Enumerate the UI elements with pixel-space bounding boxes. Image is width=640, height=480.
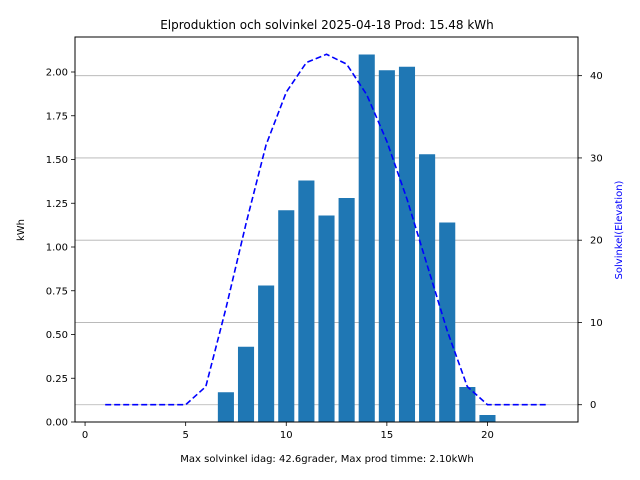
bar bbox=[237, 346, 255, 422]
y-tick-label: 0.75 bbox=[46, 286, 68, 297]
y2-tick-label: 10 bbox=[590, 318, 603, 329]
x-axis-label: Max solvinkel idag: 42.6grader, Max prod… bbox=[180, 454, 473, 465]
bar bbox=[419, 154, 436, 422]
bar-layer bbox=[217, 54, 496, 422]
y-tick-label: 1.75 bbox=[46, 111, 68, 122]
y2-tick-label: 20 bbox=[590, 236, 603, 247]
y-tick-label: 0.50 bbox=[46, 330, 68, 341]
bar bbox=[258, 285, 275, 422]
elevation-line bbox=[105, 53, 548, 406]
y2-tick-label: 30 bbox=[590, 153, 603, 164]
y-tick-label: 1.25 bbox=[46, 199, 68, 210]
line-layer bbox=[105, 53, 548, 406]
x-tick-label: 15 bbox=[380, 430, 393, 441]
bar bbox=[398, 66, 416, 422]
bar bbox=[298, 180, 315, 422]
x-tick-label: 20 bbox=[481, 430, 494, 441]
y-axis-label: kWh bbox=[16, 219, 27, 241]
axis-layer: 0 5 10 15 20 0.00 0.25 0.50 0.75 1.00 1.25 1.50 1.75… bbox=[46, 68, 603, 442]
y-tick-label: 0.00 bbox=[46, 418, 68, 429]
bar bbox=[459, 387, 476, 422]
y-tick-label: 2.00 bbox=[46, 68, 68, 79]
x-tick-label: 0 bbox=[82, 430, 88, 441]
y2-tick-label: 40 bbox=[590, 71, 603, 82]
y-tick-label: 1.00 bbox=[46, 243, 68, 254]
plot-frame bbox=[74, 36, 579, 423]
bar bbox=[338, 198, 355, 422]
bar bbox=[479, 415, 496, 422]
bar bbox=[358, 54, 375, 422]
y2-tick-label: 0 bbox=[590, 400, 596, 411]
y-tick-label: 1.50 bbox=[46, 155, 68, 166]
bar bbox=[318, 215, 335, 422]
bar bbox=[378, 70, 395, 422]
y2-axis-label: Solvinkel(Elevation) bbox=[614, 180, 625, 279]
bar bbox=[278, 210, 295, 422]
bar bbox=[439, 222, 456, 422]
bar bbox=[217, 392, 234, 422]
x-tick-label: 5 bbox=[182, 430, 188, 441]
chart-title: Elproduktion och solvinkel 2025-04-18 Pr… bbox=[160, 18, 494, 32]
y-tick-label: 0.25 bbox=[46, 374, 68, 385]
x-tick-label: 10 bbox=[280, 430, 293, 441]
